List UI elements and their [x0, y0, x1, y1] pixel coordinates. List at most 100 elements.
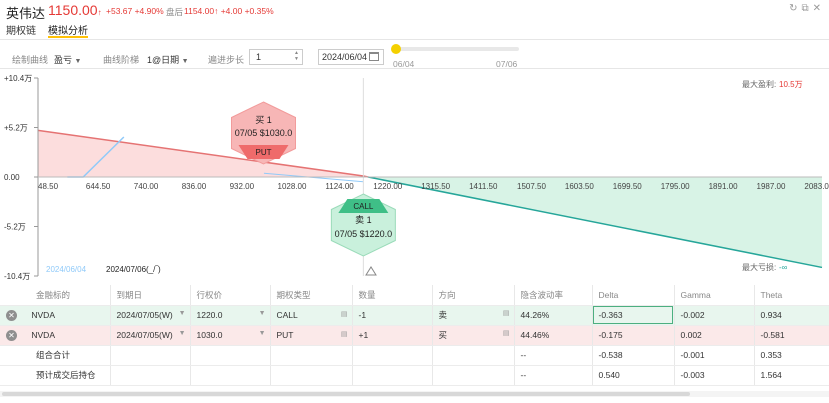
gamma-cell: 0.002: [674, 325, 755, 346]
buy-put-type: PUT: [255, 148, 271, 157]
x-tick-label: 1028.00: [278, 182, 307, 191]
chevron-down-icon: ▼: [258, 330, 266, 337]
slider-handle[interactable]: [391, 44, 401, 54]
positions-table: 金融标的 到期日 行权价 期权类型 数量 方向 隐含波动率 Delta Gamm…: [0, 285, 829, 386]
table-row[interactable]: ✕ NVDA 2024/07/05(W) ▼ 1030.0 ▼ PUT ▤ +1 买 ▤…: [0, 325, 829, 346]
combo-row: 组合合计 -- -0.538 -0.001 0.353: [0, 345, 829, 366]
order-select[interactable]: 1@日期 ▼: [147, 55, 189, 65]
chevron-down-icon: ▼: [181, 58, 189, 65]
y-tick-label: -5.2万: [4, 223, 26, 232]
expiry-pnl-line-loss: [367, 176, 823, 269]
gamma-cell: -0.002: [674, 305, 755, 326]
col-qty: 数量: [352, 285, 433, 306]
after-hours-value: 1154.00↑ +4.00 +0.35%: [184, 6, 274, 16]
x-tick-label: 1891.00: [709, 182, 738, 191]
list-icon: ▤: [502, 310, 510, 317]
direction-select[interactable]: 卖 ▤: [432, 305, 515, 326]
sell-call-side: 卖 1: [355, 215, 372, 225]
restore-icon[interactable]: ⧉: [801, 3, 813, 14]
refresh-icon[interactable]: ↻: [789, 3, 802, 14]
x-tick-label: 1987.00: [757, 182, 786, 191]
col-theta: Theta: [754, 285, 829, 306]
y-tick-label: +10.4万: [4, 74, 32, 83]
type-select[interactable]: CALL ▤: [270, 305, 353, 326]
list-icon: ▤: [340, 331, 348, 338]
list-icon: ▤: [502, 330, 510, 337]
y-axis: +10.4万 +5.2万 0.00 -5.2万 -10.4万: [4, 74, 39, 281]
legend-series-today[interactable]: 2024/06/04: [46, 265, 87, 274]
y-tick-label: +5.2万: [4, 124, 28, 133]
post-iv: --: [514, 365, 593, 386]
scrollbar-thumb[interactable]: [2, 392, 690, 396]
direction-select[interactable]: 买 ▤: [432, 325, 515, 346]
qty-input[interactable]: -1: [352, 305, 433, 326]
pnl-chart: +10.4万 +5.2万 0.00 -5.2万 -10.4万 48.50 644.50 74…: [4, 74, 829, 281]
delta-cell[interactable]: -0.363: [592, 305, 675, 326]
expiry-select[interactable]: 2024/07/05(W) ▼: [110, 325, 191, 346]
close-icon[interactable]: ✕: [812, 3, 825, 14]
window-controls: ↻⧉✕: [789, 3, 825, 14]
combo-gamma: -0.001: [674, 345, 755, 366]
post-theta: 1.564: [754, 365, 829, 386]
x-tick-label: 740.00: [134, 182, 159, 191]
post-trade-label: 预计成交后持仓: [0, 365, 111, 386]
buy-put-detail: 07/05 $1030.0: [235, 128, 293, 138]
remove-icon[interactable]: ✕: [6, 309, 17, 321]
chevron-down-icon: ▼: [178, 330, 186, 337]
slider-end-label: 07/06: [496, 59, 518, 69]
stock-name: 英伟达: [6, 6, 46, 21]
date-slider[interactable]: [395, 47, 519, 51]
strike-select[interactable]: 1220.0 ▼: [190, 305, 271, 326]
x-tick-label: 1124.00: [325, 182, 354, 191]
x-tick-label: 2083.00: [804, 182, 829, 191]
calendar-icon[interactable]: [369, 52, 379, 61]
put-tag: [238, 145, 289, 159]
remove-icon[interactable]: ✕: [6, 329, 17, 341]
post-delta: 0.540: [592, 365, 675, 386]
max-loss-label: 最大亏损:: [742, 262, 776, 272]
col-underlying: 金融标的: [0, 285, 111, 306]
qty-input[interactable]: +1: [352, 325, 433, 346]
legend-series-expiry[interactable]: 2024/07/06(_/‾): [106, 265, 161, 274]
theta-cell: -0.581: [754, 325, 829, 346]
combo-iv: --: [514, 345, 593, 366]
tab-option-chain[interactable]: 期权链: [6, 26, 36, 37]
price-pointer-icon: [365, 266, 377, 276]
underlying-cell: ✕ NVDA: [0, 305, 111, 326]
iv-input[interactable]: 44.26%: [514, 305, 593, 326]
date-input[interactable]: 2024/06/04: [318, 49, 384, 65]
combo-label: 组合合计: [0, 345, 111, 366]
curve-label: 绘制曲线: [12, 55, 49, 65]
leg-markers[interactable]: 买 1 07/05 $1030.0 PUT CALL 卖 1 07/05 $1220.0: [230, 101, 396, 257]
combo-theta: 0.353: [754, 345, 829, 366]
type-select[interactable]: PUT ▤: [270, 325, 353, 346]
chevron-down-icon: ▼: [258, 310, 266, 317]
x-tick-label: 1699.50: [613, 182, 642, 191]
col-delta: Delta: [592, 285, 675, 306]
step-input[interactable]: 1: [249, 49, 303, 65]
x-axis: 48.50 644.50 740.00 836.00 932.00 1028.00 1124…: [38, 176, 829, 191]
controls-divider: [0, 68, 829, 69]
expiry-select[interactable]: 2024/07/05(W) ▼: [110, 305, 191, 326]
strike-select[interactable]: 1030.0 ▼: [190, 325, 271, 346]
max-profit-value: 10.5万: [779, 80, 803, 89]
chevron-down-icon: ▼: [74, 58, 82, 65]
x-tick-label: 932.00: [230, 182, 255, 191]
col-direction: 方向: [432, 285, 515, 306]
col-strike: 行权价: [190, 285, 271, 306]
slider-start-label: 06/04: [393, 59, 415, 69]
combo-delta: -0.538: [592, 345, 675, 366]
x-tick-label: 1795.00: [661, 182, 690, 191]
x-tick-label: 1220.00: [373, 182, 402, 191]
order-label: 曲线阶梯: [103, 55, 140, 65]
y-tick-label: 0.00: [4, 173, 20, 182]
stepper-icon[interactable]: ▲ ▼: [294, 50, 299, 62]
tab-simulation[interactable]: 模拟分析: [48, 22, 88, 38]
x-tick-label: 1603.50: [565, 182, 594, 191]
x-tick-label: 836.00: [182, 182, 207, 191]
iv-input[interactable]: 44.46%: [514, 325, 593, 346]
table-row[interactable]: ✕ NVDA 2024/07/05(W) ▼ 1220.0 ▼ CALL ▤ -1 卖…: [0, 305, 829, 326]
x-tick-label: 1411.50: [469, 182, 498, 191]
curve-select[interactable]: 盈亏 ▼: [54, 55, 82, 65]
x-tick-label: 1507.50: [517, 182, 546, 191]
